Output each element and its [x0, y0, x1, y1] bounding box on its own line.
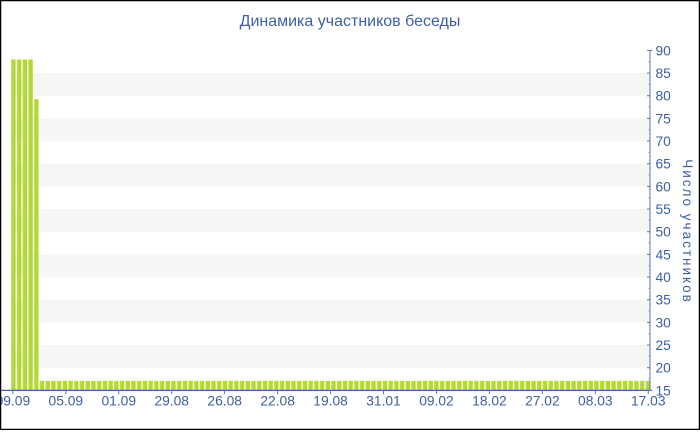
svg-text:15: 15: [656, 383, 672, 398]
svg-text:60: 60: [656, 179, 672, 194]
svg-text:18.02: 18.02: [472, 394, 507, 409]
svg-text:25: 25: [656, 338, 672, 353]
svg-text:31.01: 31.01: [366, 394, 401, 409]
svg-text:70: 70: [656, 134, 672, 149]
svg-text:22.08: 22.08: [260, 394, 295, 409]
svg-text:20: 20: [656, 361, 672, 376]
svg-text:45: 45: [656, 247, 672, 262]
svg-text:Динамика участников беседы: Динамика участников беседы: [240, 13, 461, 30]
svg-text:90: 90: [656, 43, 672, 58]
svg-text:85: 85: [656, 66, 672, 81]
svg-text:26.08: 26.08: [207, 394, 242, 409]
svg-text:27.02: 27.02: [525, 394, 560, 409]
svg-text:Число участников: Число участников: [680, 159, 695, 304]
svg-text:50: 50: [656, 225, 672, 240]
svg-text:80: 80: [656, 89, 672, 104]
svg-text:75: 75: [656, 111, 672, 126]
svg-text:40: 40: [656, 270, 672, 285]
svg-text:17.03: 17.03: [631, 394, 666, 409]
svg-text:08.03: 08.03: [578, 394, 613, 409]
svg-text:65: 65: [656, 157, 672, 172]
svg-text:05.09: 05.09: [49, 394, 84, 409]
svg-text:09.09: 09.09: [0, 394, 30, 409]
svg-text:09.02: 09.02: [419, 394, 454, 409]
svg-text:30: 30: [656, 315, 672, 330]
svg-text:01.09: 01.09: [101, 394, 136, 409]
svg-text:55: 55: [656, 202, 672, 217]
svg-text:19.08: 19.08: [313, 394, 348, 409]
svg-text:29.08: 29.08: [154, 394, 189, 409]
svg-text:35: 35: [656, 293, 672, 308]
